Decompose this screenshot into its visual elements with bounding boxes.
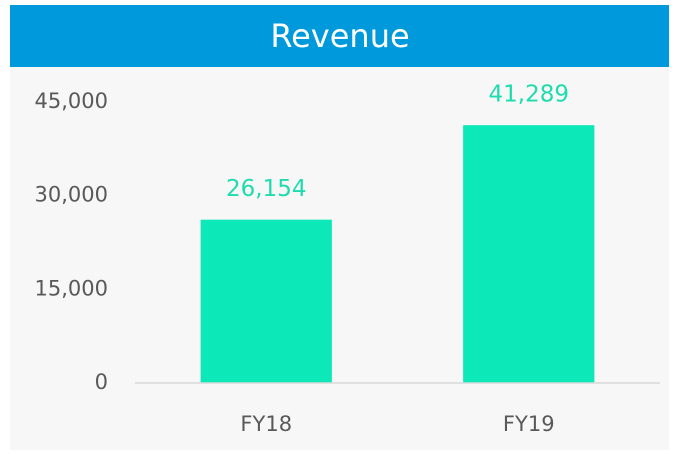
y-tick-label: 30,000: [35, 183, 108, 207]
x-tick-label: FY18: [240, 412, 292, 436]
y-tick-label: 15,000: [35, 276, 108, 300]
bar: [463, 125, 595, 384]
data-label: 26,154: [226, 176, 306, 202]
y-tick-label: 45,000: [35, 89, 108, 113]
title-banner: [10, 5, 669, 67]
x-tick-label: FY19: [503, 412, 555, 436]
y-tick-label: 0: [95, 370, 108, 394]
bar: [200, 219, 332, 383]
chart-title: Revenue: [270, 17, 409, 55]
data-label: 41,289: [489, 82, 569, 108]
